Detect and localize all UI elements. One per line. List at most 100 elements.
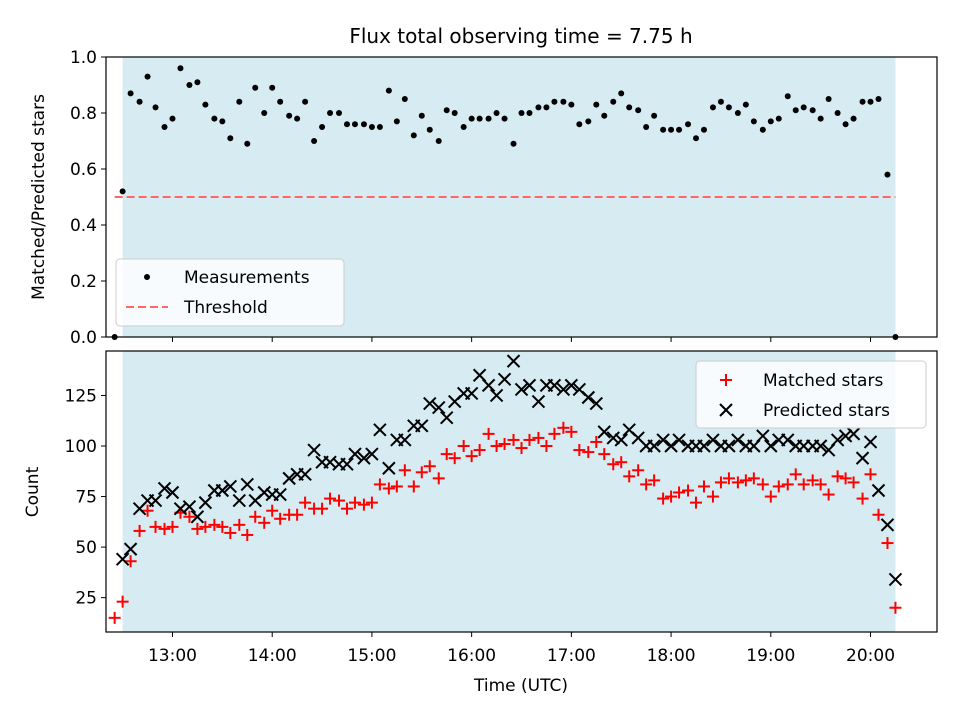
predicted-star-point	[672, 433, 686, 447]
measurement-point	[668, 126, 675, 133]
predicted-star-point	[581, 390, 596, 405]
predicted-star-point	[123, 542, 138, 556]
measurement-point	[451, 110, 458, 116]
matched-star-point	[498, 437, 511, 450]
matched-star-point	[781, 478, 794, 491]
matched-star-point	[291, 508, 304, 521]
x-bar	[706, 433, 720, 447]
bottom-points	[108, 354, 903, 624]
bottom-y-tick-label: 25	[75, 589, 97, 609]
measurement-point	[261, 110, 268, 116]
predicted-star-point	[165, 485, 180, 500]
x-bar	[123, 542, 138, 556]
figure-title: Flux total observing time = 7.75 h	[349, 24, 692, 48]
top-x-ticks	[171, 337, 872, 342]
x-bar	[215, 483, 230, 498]
legend-measurements-label: Measurements	[184, 268, 310, 288]
x-bar	[357, 451, 371, 465]
matched-star-point	[241, 528, 254, 541]
measurement-point	[725, 104, 732, 111]
x-bar	[273, 487, 287, 502]
measurement-point	[211, 115, 218, 122]
x-bar	[165, 485, 180, 500]
measurement-point	[343, 121, 350, 128]
matched-star-point	[831, 470, 844, 483]
predicted-star-point	[282, 471, 296, 486]
top-y-ticks: 0.0 0.2 0.4 0.6 0.8 1.0	[70, 48, 106, 348]
matched-star-point	[108, 611, 121, 624]
x-bar	[731, 433, 745, 447]
measurement-point	[560, 98, 567, 105]
matched-star-point	[657, 492, 670, 505]
predicted-star-point	[597, 425, 611, 439]
x-bar	[522, 378, 537, 393]
matched-star-point	[390, 480, 403, 493]
matched-star-point	[407, 480, 420, 493]
measurement-point	[435, 138, 442, 144]
measurement-point	[535, 104, 542, 111]
matched-star-point	[382, 482, 395, 495]
x-bar	[382, 461, 396, 475]
matched-star-point	[722, 472, 735, 485]
matched-star-point	[432, 472, 445, 485]
measurement-point	[635, 107, 642, 114]
predicted-star-point	[307, 443, 321, 457]
measurement-point	[277, 98, 284, 105]
x-bar	[572, 382, 587, 397]
matched-star-point	[532, 431, 545, 444]
measurement-point	[784, 93, 791, 100]
top-y-tick-label: 0.0	[70, 328, 97, 348]
predicted-star-point	[273, 487, 287, 502]
predicted-star-point	[664, 439, 678, 453]
matched-star-point	[191, 522, 204, 535]
measurement-point	[850, 115, 857, 122]
matched-star-point	[357, 498, 370, 511]
matched-star-point	[697, 480, 710, 493]
predicted-star-point	[232, 493, 246, 508]
predicted-star-point	[240, 477, 254, 492]
measurement-point	[351, 121, 358, 128]
x-bar	[415, 419, 429, 433]
matched-star-point	[149, 520, 162, 533]
predicted-star-point	[880, 518, 895, 532]
matched-star-point	[415, 466, 428, 479]
bottom-y-axis-label: Count	[23, 466, 43, 517]
predicted-star-point	[564, 378, 579, 393]
legend-predicted-marker	[719, 403, 733, 417]
x-bar	[298, 467, 312, 482]
measurement-point	[676, 126, 683, 133]
matched-star-point	[889, 601, 902, 614]
bottom-x-axis-label: Time (UTC)	[473, 676, 568, 696]
x-bar	[340, 457, 354, 471]
measurement-point	[734, 110, 741, 116]
x-bar	[531, 394, 546, 409]
measurement-point	[152, 104, 159, 111]
measurement-point	[186, 82, 193, 88]
measurement-point	[618, 90, 625, 97]
x-bar	[198, 495, 213, 510]
predicted-star-point	[556, 382, 571, 397]
measurement-point	[460, 124, 467, 130]
measurement-point	[177, 65, 184, 72]
bottom-x-tick-label: 15:00	[347, 646, 396, 666]
predicted-star-point	[706, 433, 720, 447]
measurement-point	[493, 110, 500, 116]
measurement-point	[393, 118, 400, 125]
matched-star-point	[216, 520, 229, 533]
matched-star-point	[523, 433, 536, 446]
x-bar	[115, 552, 130, 566]
matched-star-point	[839, 472, 852, 485]
measurement-point	[376, 124, 383, 130]
x-bar	[432, 400, 446, 415]
predicted-star-point	[855, 451, 870, 465]
measurement-point	[136, 98, 143, 105]
predicted-star-point	[373, 423, 387, 437]
bottom-axes-frame	[105, 350, 938, 633]
x-bar	[489, 388, 504, 403]
matched-star-point	[299, 496, 312, 509]
predicted-star-point	[489, 388, 504, 403]
predicted-star-point	[813, 439, 828, 453]
x-bar	[756, 429, 770, 443]
matched-star-point	[673, 486, 686, 499]
predicted-star-point	[382, 461, 396, 475]
